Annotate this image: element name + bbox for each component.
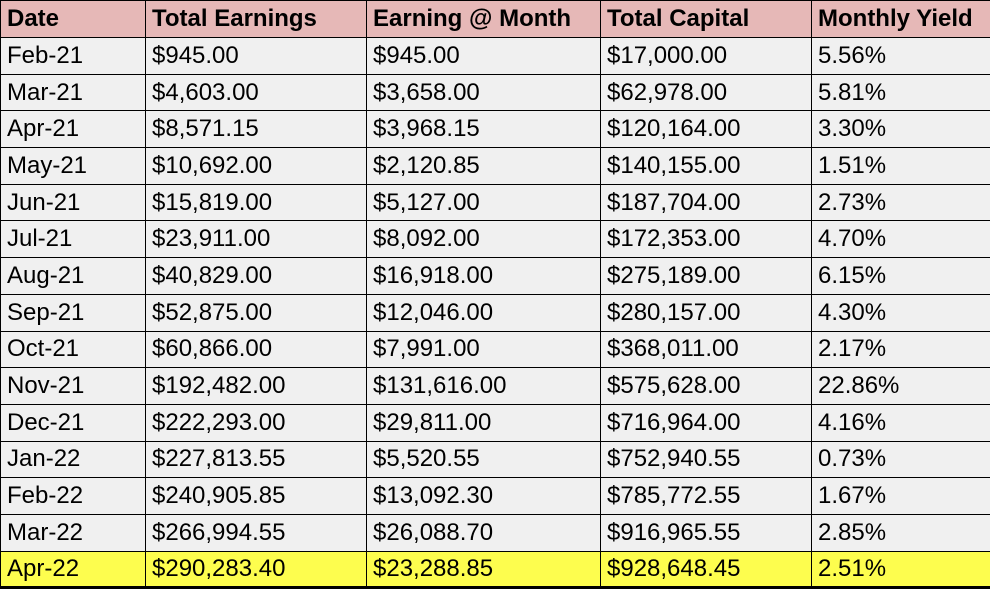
column-header-monthly-yield[interactable]: Monthly Yield	[811, 0, 990, 38]
table-row: May-21 $10,692.00 $2,120.85 $140,155.00 1.51…	[0, 147, 990, 185]
table-cell[interactable]: $16,918.00	[366, 257, 601, 295]
table-cell[interactable]: Mar-21	[0, 73, 146, 112]
table-body: Feb-21 $945.00 $945.00 $17,000.00 5.56% Mar-2…	[0, 37, 990, 589]
table-cell[interactable]: $3,658.00	[366, 73, 601, 112]
table-cell[interactable]: $227,813.55	[145, 440, 367, 479]
table-cell[interactable]: $15,819.00	[145, 183, 367, 222]
table-cell[interactable]: $916,965.55	[600, 513, 812, 552]
table-cell[interactable]: 6.15%	[811, 257, 990, 295]
table-row: Jun-21 $15,819.00 $5,127.00 $187,704.00 2.73…	[0, 183, 990, 222]
table-row: Apr-21 $8,571.15 $3,968.15 $120,164.00 3.30%	[0, 110, 990, 149]
table-cell[interactable]: Aug-21	[0, 257, 146, 295]
table-cell[interactable]: $5,520.55	[366, 440, 601, 479]
table-cell[interactable]: Dec-21	[0, 403, 146, 442]
table-cell[interactable]: $575,628.00	[600, 367, 812, 405]
table-cell[interactable]: $266,994.55	[145, 513, 367, 552]
table-cell[interactable]: $222,293.00	[145, 403, 367, 442]
table-cell[interactable]: $62,978.00	[600, 73, 812, 112]
table-cell[interactable]: 1.67%	[811, 477, 990, 515]
table-cell[interactable]: $752,940.55	[600, 440, 812, 479]
table-cell[interactable]: 0.73%	[811, 440, 990, 479]
table-row: Nov-21 $192,482.00 $131,616.00 $575,628.00 2…	[0, 367, 990, 405]
table-cell[interactable]: $131,616.00	[366, 367, 601, 405]
table-cell[interactable]: $12,046.00	[366, 293, 601, 332]
column-header-earning-at-month[interactable]: Earning @ Month	[366, 0, 601, 38]
table-row: Feb-22 $240,905.85 $13,092.30 $785,772.55 1.…	[0, 477, 990, 515]
table-cell[interactable]: Oct-21	[0, 330, 146, 369]
table-cell[interactable]: $8,092.00	[366, 220, 601, 259]
table-cell[interactable]: $785,772.55	[600, 477, 812, 515]
table-cell[interactable]: $945.00	[145, 37, 367, 75]
table-cell[interactable]: $23,911.00	[145, 220, 367, 259]
table-row: Sep-21 $52,875.00 $12,046.00 $280,157.00 4.3…	[0, 293, 990, 332]
table-cell[interactable]: 4.16%	[811, 403, 990, 442]
table-cell[interactable]: 3.30%	[811, 110, 990, 149]
table-cell[interactable]: 4.70%	[811, 220, 990, 259]
table-cell[interactable]: Jul-21	[0, 220, 146, 259]
table-cell[interactable]: $192,482.00	[145, 367, 367, 405]
table-cell[interactable]: $4,603.00	[145, 73, 367, 112]
column-header-total-earnings[interactable]: Total Earnings	[145, 0, 367, 38]
table-cell[interactable]: $120,164.00	[600, 110, 812, 149]
table-cell[interactable]: $275,189.00	[600, 257, 812, 295]
table-cell[interactable]: $240,905.85	[145, 477, 367, 515]
table-cell[interactable]: $52,875.00	[145, 293, 367, 332]
table-cell[interactable]: 5.56%	[811, 37, 990, 75]
table-cell[interactable]: Jun-21	[0, 183, 146, 222]
table-cell[interactable]: $2,120.85	[366, 147, 601, 185]
table-cell[interactable]: $17,000.00	[600, 37, 812, 75]
table-cell[interactable]: 22.86%	[811, 367, 990, 405]
table-cell[interactable]: $26,088.70	[366, 513, 601, 552]
table-cell[interactable]: $280,157.00	[600, 293, 812, 332]
table-row: Apr-22 $290,283.40 $23,288.85 $928,648.45 2.…	[0, 550, 990, 589]
table-row: Jul-21 $23,911.00 $8,092.00 $172,353.00 4.70…	[0, 220, 990, 259]
table-cell[interactable]: $7,991.00	[366, 330, 601, 369]
table-row: Jan-22 $227,813.55 $5,520.55 $752,940.55 0.7…	[0, 440, 990, 479]
table-cell[interactable]: $40,829.00	[145, 257, 367, 295]
table-cell[interactable]: $928,648.45	[600, 550, 812, 589]
table-cell[interactable]: Feb-22	[0, 477, 146, 515]
table-cell[interactable]: May-21	[0, 147, 146, 185]
table-row: Aug-21 $40,829.00 $16,918.00 $275,189.00 6.1…	[0, 257, 990, 295]
column-header-date[interactable]: Date	[0, 0, 146, 38]
table-cell[interactable]: 2.51%	[811, 550, 990, 589]
header-row: Date Total Earnings Earning @ Month Tota…	[0, 0, 990, 38]
table-cell[interactable]: $3,968.15	[366, 110, 601, 149]
table-cell[interactable]: 2.17%	[811, 330, 990, 369]
column-header-total-capital[interactable]: Total Capital	[600, 0, 812, 38]
table-cell[interactable]: 2.85%	[811, 513, 990, 552]
table-cell[interactable]: Nov-21	[0, 367, 146, 405]
table-cell[interactable]: Sep-21	[0, 293, 146, 332]
table-row: Dec-21 $222,293.00 $29,811.00 $716,964.00 4.…	[0, 403, 990, 442]
table-cell[interactable]: $140,155.00	[600, 147, 812, 185]
table-cell[interactable]: $29,811.00	[366, 403, 601, 442]
table-cell[interactable]: 2.73%	[811, 183, 990, 222]
table-cell[interactable]: $368,011.00	[600, 330, 812, 369]
table-cell[interactable]: $60,866.00	[145, 330, 367, 369]
table-cell[interactable]: 5.81%	[811, 73, 990, 112]
table-cell[interactable]: $172,353.00	[600, 220, 812, 259]
table-cell[interactable]: Feb-21	[0, 37, 146, 75]
table-cell[interactable]: $187,704.00	[600, 183, 812, 222]
table-row: Oct-21 $60,866.00 $7,991.00 $368,011.00 2.17…	[0, 330, 990, 369]
table-cell[interactable]: $10,692.00	[145, 147, 367, 185]
table-row: Feb-21 $945.00 $945.00 $17,000.00 5.56%	[0, 37, 990, 75]
table-cell[interactable]: $5,127.00	[366, 183, 601, 222]
table-cell[interactable]: Apr-21	[0, 110, 146, 149]
table-cell[interactable]: Mar-22	[0, 513, 146, 552]
table-row: Mar-22 $266,994.55 $26,088.70 $916,965.55 2.…	[0, 513, 990, 552]
table-cell[interactable]: $13,092.30	[366, 477, 601, 515]
table-cell[interactable]: $290,283.40	[145, 550, 367, 589]
table-header: Date Total Earnings Earning @ Month Tota…	[0, 0, 990, 38]
table-cell[interactable]: Apr-22	[0, 550, 146, 589]
table-cell[interactable]: $716,964.00	[600, 403, 812, 442]
table-cell[interactable]: $945.00	[366, 37, 601, 75]
table-cell[interactable]: 1.51%	[811, 147, 990, 185]
table-cell[interactable]: Jan-22	[0, 440, 146, 479]
table-cell[interactable]: $8,571.15	[145, 110, 367, 149]
table-cell[interactable]: $23,288.85	[366, 550, 601, 589]
table-cell[interactable]: 4.30%	[811, 293, 990, 332]
table-row: Mar-21 $4,603.00 $3,658.00 $62,978.00 5.81%	[0, 73, 990, 112]
